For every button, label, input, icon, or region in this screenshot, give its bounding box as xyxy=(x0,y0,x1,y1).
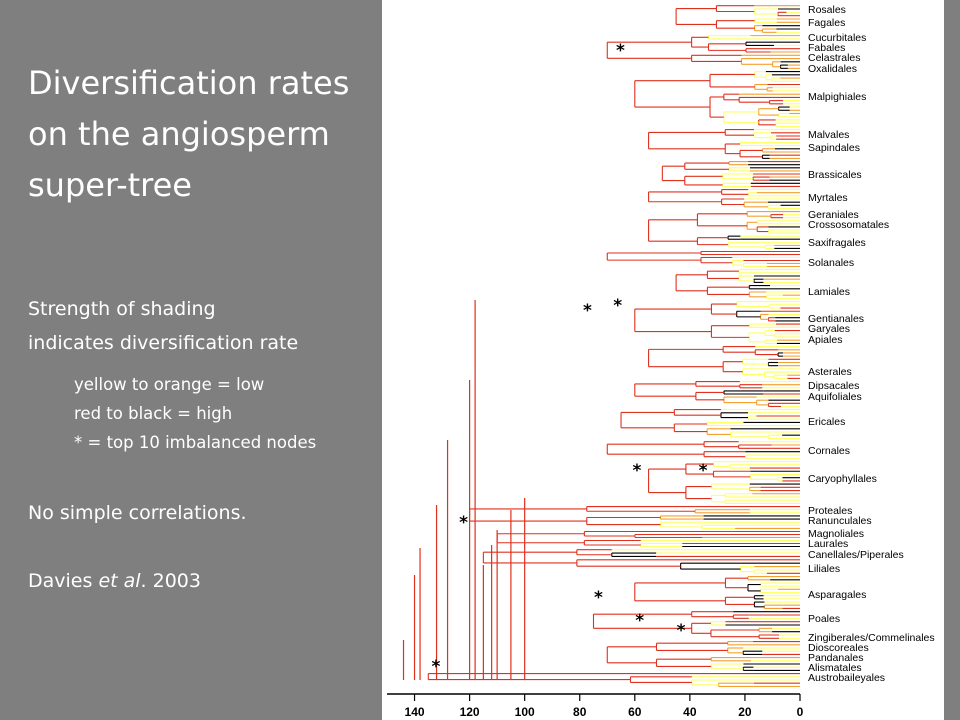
taxon-label: Geraniales xyxy=(808,209,859,221)
taxon-label: Fagales xyxy=(808,17,845,29)
imbalanced-node-star: * xyxy=(616,41,625,61)
taxon-label: Crossosomatales xyxy=(808,219,889,231)
imbalanced-node-star: * xyxy=(583,301,592,321)
imbalanced-node-star: * xyxy=(635,611,644,631)
axis-tick-label: 140 xyxy=(405,705,425,719)
legend-high: red to black = high xyxy=(74,404,233,423)
axis-tick-label: 60 xyxy=(628,705,642,719)
taxon-label: Lamiales xyxy=(808,286,850,298)
taxon-label: Canellales/Piperales xyxy=(808,549,904,561)
taxon-label: Rosales xyxy=(808,4,846,16)
taxon-label: Dioscoreales xyxy=(808,642,869,654)
taxon-label: Malvales xyxy=(808,129,849,141)
tree-branches xyxy=(402,5,800,687)
imbalanced-node-star: * xyxy=(633,461,642,481)
taxon-label: Magnoliales xyxy=(808,528,864,540)
imbalanced-node-star: * xyxy=(459,513,468,533)
taxon-label: Solanales xyxy=(808,257,854,269)
taxon-label: Alismatales xyxy=(808,662,862,674)
taxon-label: Caryophyllales xyxy=(808,473,877,485)
legend-star: * = top 10 imbalanced nodes xyxy=(74,433,317,452)
axis-tick-label: 100 xyxy=(515,705,535,719)
shading-line-1: Strength of shading xyxy=(28,298,216,320)
taxon-label: Celastrales xyxy=(808,52,861,64)
taxon-label: Ericales xyxy=(808,416,845,428)
taxon-label: Pandanales xyxy=(808,652,863,664)
imbalanced-node-star: * xyxy=(594,588,603,608)
citation-prefix: Davies xyxy=(28,570,99,592)
taxon-label: Ranunculales xyxy=(808,515,872,527)
taxon-label: Proteales xyxy=(808,505,852,517)
text-panel: Diversification rates on the angiosperm … xyxy=(0,0,382,720)
taxon-label: Laurales xyxy=(808,538,848,550)
axis-tick-label: 40 xyxy=(683,705,697,719)
shading-line-2: indicates diversification rate xyxy=(28,332,299,354)
taxon-label: Malpighiales xyxy=(808,91,866,103)
taxon-label: Cornales xyxy=(808,445,850,457)
taxon-label: Asparagales xyxy=(808,589,866,601)
citation: Davies et al. 2003 xyxy=(28,570,201,592)
taxon-label: Austrobaileyales xyxy=(808,672,885,684)
taxon-label: Gentianales xyxy=(808,313,864,325)
time-axis: 140 120 100 80 60 40 20 0 xyxy=(387,693,804,719)
citation-suffix: . 2003 xyxy=(140,570,201,592)
taxon-label: Oxalidales xyxy=(808,63,857,75)
axis-tick-label: 20 xyxy=(738,705,752,719)
taxon-label: Dipsacales xyxy=(808,380,859,392)
imbalanced-nodes: * * * * * * * * * * xyxy=(432,41,708,677)
axis-tick-label: 80 xyxy=(573,705,587,719)
taxon-label: Fabales xyxy=(808,42,845,54)
phylogeny-figure: Rosales Fagales Cucurbitales Fabales Celastr… xyxy=(382,0,944,720)
taxon-label: Zingiberales/Commelinales xyxy=(808,632,935,644)
legend-low: yellow to orange = low xyxy=(74,375,265,394)
imbalanced-node-star: * xyxy=(432,657,441,677)
taxon-label: Poales xyxy=(808,613,840,625)
taxon-label: Garyales xyxy=(808,323,850,335)
slide-title: Diversification rates on the angiosperm … xyxy=(28,64,350,204)
taxon-label: Brassicales xyxy=(808,169,862,181)
taxon-label: Cucurbitales xyxy=(808,32,866,44)
imbalanced-node-star: * xyxy=(677,621,686,641)
taxon-label: Myrtales xyxy=(808,192,848,204)
taxon-label: Saxifragales xyxy=(808,237,866,249)
axis-tick-label: 0 xyxy=(797,705,804,719)
taxon-label: Liliales xyxy=(808,563,840,575)
citation-et-al: et al xyxy=(98,570,141,592)
axis-tick-label: 120 xyxy=(460,705,480,719)
imbalanced-node-star: * xyxy=(699,461,708,481)
taxon-label: Apiales xyxy=(808,334,842,346)
taxon-label: Sapindales xyxy=(808,142,860,154)
taxon-label: Aquifoliales xyxy=(808,391,862,403)
conclusion-text: No simple correlations. xyxy=(28,502,247,524)
imbalanced-node-star: * xyxy=(613,296,622,316)
taxon-label: Asterales xyxy=(808,366,852,378)
